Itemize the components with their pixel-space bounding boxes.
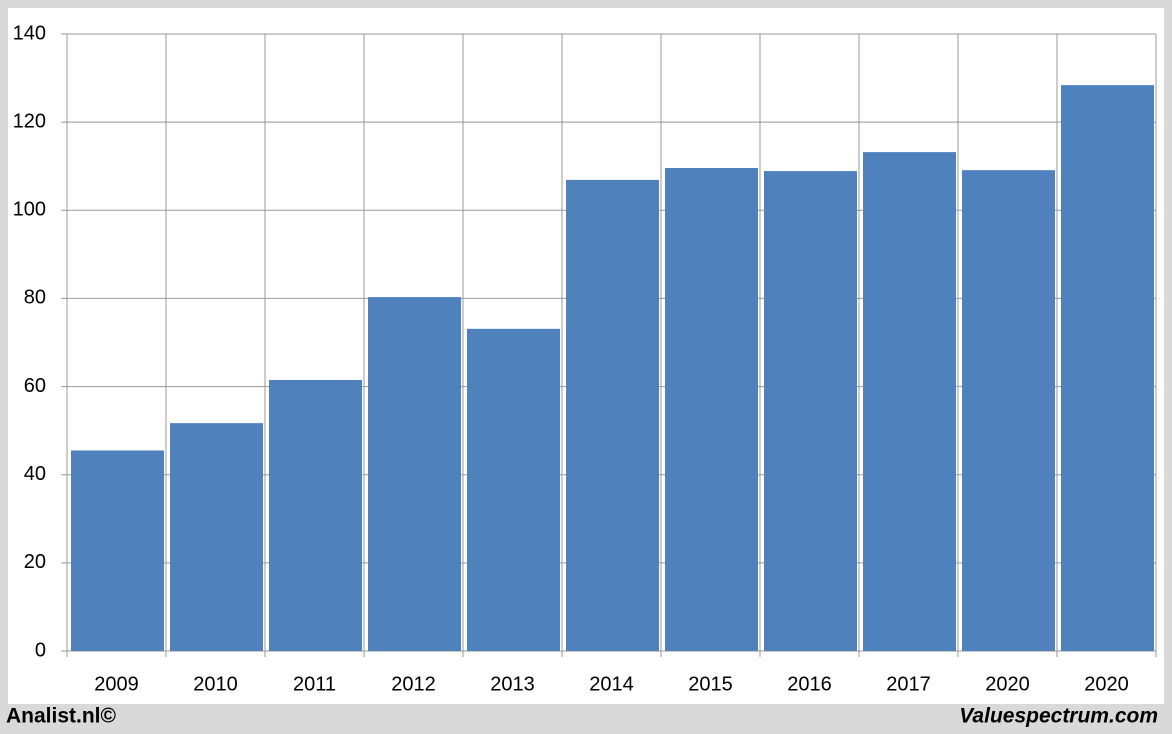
bar <box>1061 85 1154 651</box>
bar <box>863 152 956 651</box>
x-tick-label: 2012 <box>391 673 436 695</box>
x-tick-label: 2010 <box>193 673 238 695</box>
y-tick-label: 60 <box>24 375 46 397</box>
bar <box>170 423 263 651</box>
y-tick-label: 80 <box>24 287 46 309</box>
bar <box>566 179 659 651</box>
x-tick-label: 2013 <box>490 673 535 695</box>
bar <box>71 450 164 651</box>
footer-left: Analist.nl© <box>6 705 117 728</box>
bar <box>665 167 758 651</box>
bar <box>269 379 362 651</box>
x-tick-label: 2011 <box>293 673 336 695</box>
y-tick-label: 120 <box>13 110 46 132</box>
bar <box>962 170 1055 651</box>
y-tick-label: 0 <box>35 639 46 661</box>
y-tick-label: 140 <box>13 22 46 44</box>
footer-right: Valuespectrum.com <box>959 705 1158 728</box>
bar <box>764 171 857 652</box>
bar <box>467 328 560 651</box>
x-tick-label: 2020 <box>1084 673 1129 695</box>
x-tick-label: 2015 <box>688 673 733 695</box>
x-tick-label: 2020 <box>985 673 1030 695</box>
x-tick-label: 2016 <box>787 673 832 695</box>
y-tick-label: 20 <box>24 551 46 573</box>
x-tick-label: 2014 <box>589 673 634 695</box>
x-tick-label: 2017 <box>886 673 931 695</box>
bar <box>368 297 461 651</box>
x-tick-label: 2009 <box>94 673 139 695</box>
y-tick-label: 40 <box>24 463 46 485</box>
y-tick-label: 100 <box>13 199 46 221</box>
